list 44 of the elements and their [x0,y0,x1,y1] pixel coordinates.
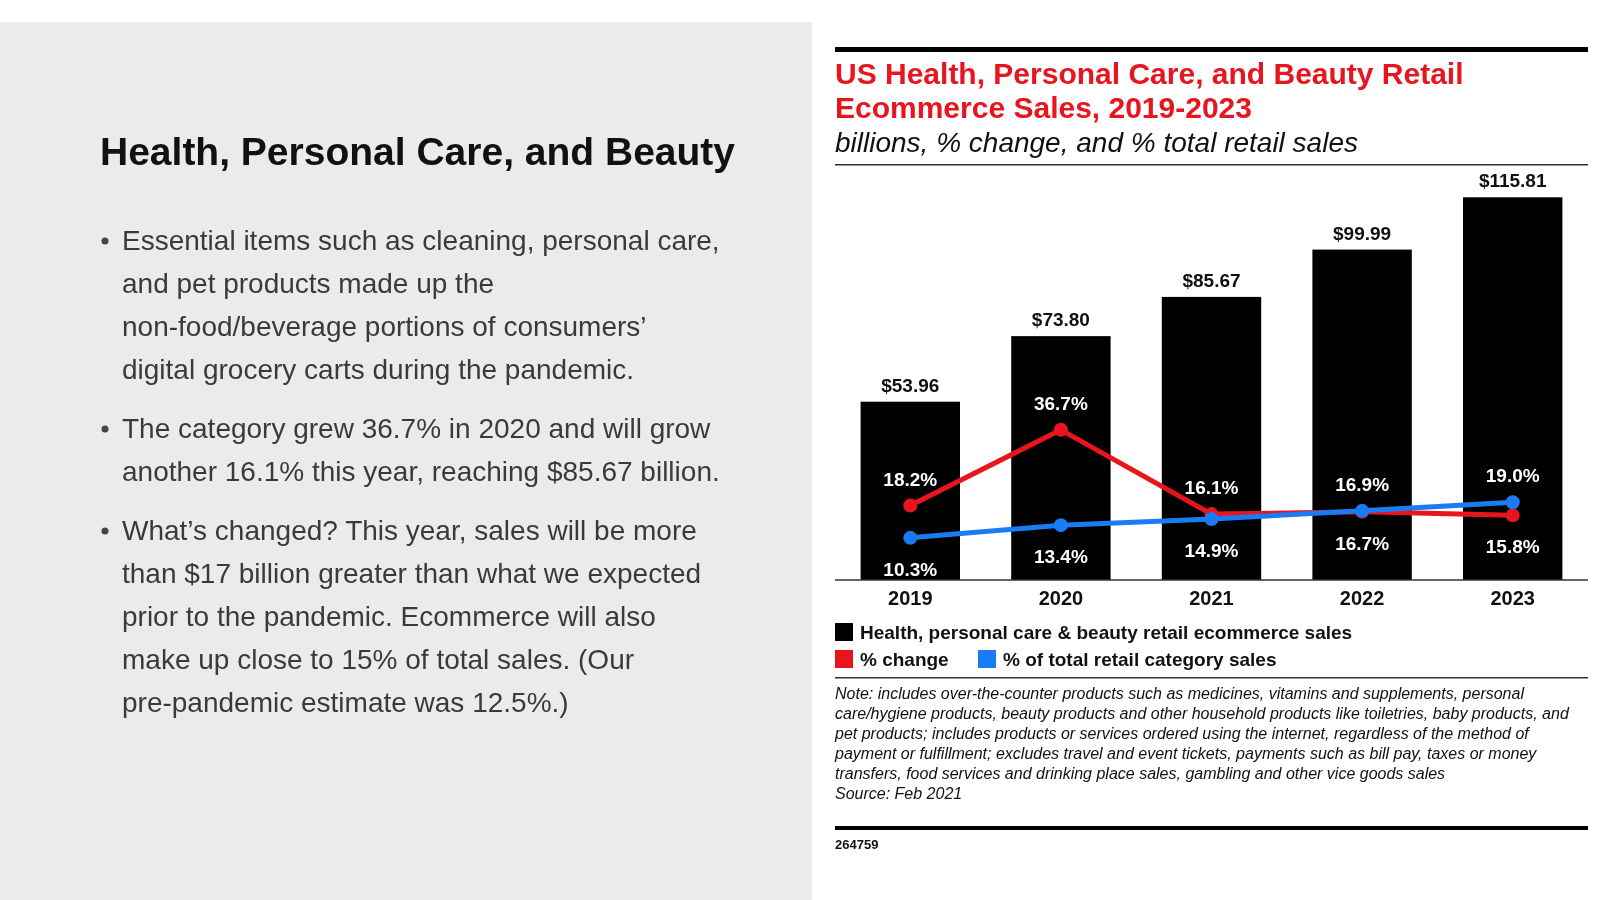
text: What’s changed? This year, sales will be more than $17 billion greater than what we expected prior to the pandemic. Ecommerce will also make up close to 15% of total sales. (Our pre-pandemic estimate was 12.5%.) [122,515,702,718]
x-tick-label: 2022 [1339,587,1385,609]
text: Note: includes over-the-counter products such as medicines, vitamins and supplements, personal care/hygiene products, beauty products and other household products like toiletries, baby products, and pet products; includes products or services ordered using the internet, regardless of the method of payment or fulfillment; excludes travel and event tickets, payments such as bill pay, taxes or money transfers, food services and drinking place sales, gambling and other vice goods sales [834,685,1570,782]
bar [1011,336,1111,580]
point [1053,518,1068,533]
chart-title: US Health, Personal Care, and Beauty Retail Ecommerce Sales, 2019-2023 [835,57,1464,124]
x-tick-label: 2023 [1490,587,1535,609]
text: Essential items such as cleaning, personal care, and pet products made up the non-food/beverage portions of consumers’ digital grocery carts during the pandemic. [122,225,720,385]
x-tick-label: 2019 [888,587,933,609]
point [903,530,918,545]
data-label: 36.7% [1033,392,1088,414]
bar [1312,249,1412,580]
data-label: $115.81 [1478,170,1547,192]
point [1505,508,1520,523]
source-note: Source: Feb 2021 [835,785,963,802]
data-label: 10.3% [883,558,938,580]
text: Health, Personal Care, and Beauty [100,130,736,173]
legend-label: % of total retail category sales [1003,649,1277,670]
data-label: $99.99 [1333,222,1392,244]
x-tick-label: 2021 [1189,587,1234,609]
point [1053,422,1068,437]
data-label: 18.2% [883,468,938,490]
data-label: $73.80 [1031,309,1090,331]
point [1204,512,1219,527]
data-label: 16.9% [1335,473,1390,495]
chart-subtitle: billions, % change, and % total retail sales [835,127,1358,158]
text: The category grew 36.7% in 2020 and will grow another 16.1% this year, reaching $85.67 billion. [122,413,720,487]
legend-label: Health, personal care & beauty retail ecommerce sales [860,622,1353,643]
data-label: 14.9% [1184,540,1239,562]
bar [1463,197,1563,580]
bar [1161,296,1262,580]
text: 264759 [835,837,879,852]
data-label: $85.67 [1182,269,1241,291]
data-label: 19.0% [1485,465,1540,487]
data-label: 16.7% [1335,532,1390,554]
legend-label: % change [860,649,949,670]
data-label: 16.1% [1184,477,1239,499]
point [1505,495,1520,510]
data-label: 13.4% [1033,546,1088,568]
data-label: 15.8% [1485,536,1540,558]
data-label: $53.96 [881,374,940,396]
x-tick-label: 2020 [1038,587,1084,609]
bar [860,401,960,580]
point [903,498,918,513]
